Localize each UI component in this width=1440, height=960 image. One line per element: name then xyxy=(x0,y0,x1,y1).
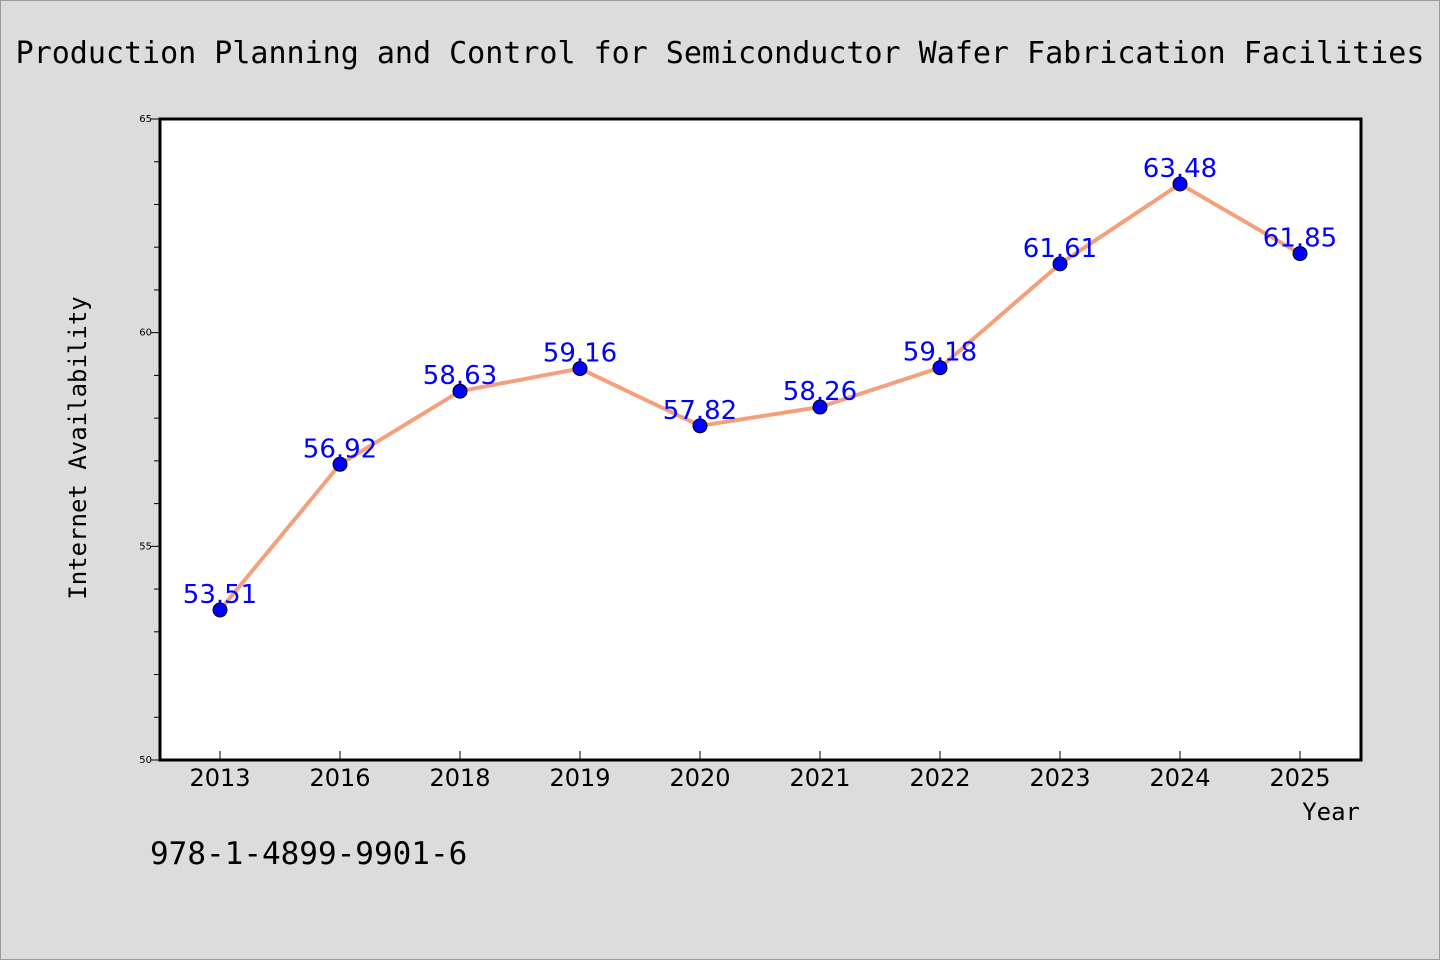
x-tick-label: 2016 xyxy=(309,764,370,792)
x-tick-label: 2022 xyxy=(909,764,970,792)
y-tick-label: 50 xyxy=(139,755,152,766)
x-tick-label: 2025 xyxy=(1269,764,1330,792)
x-tick-label: 2018 xyxy=(429,764,490,792)
y-tick-label: 60 xyxy=(139,328,152,339)
data-label: 61.61 xyxy=(1023,234,1097,264)
data-point xyxy=(932,360,948,376)
data-point xyxy=(212,602,228,618)
y-tick-label: 65 xyxy=(139,114,152,125)
x-tick-label: 2024 xyxy=(1149,764,1210,792)
data-label: 61.85 xyxy=(1263,224,1337,254)
x-axis-title: Year xyxy=(1302,798,1360,826)
isbn-text: 978-1-4899-9901-6 xyxy=(150,836,467,872)
plot-area xyxy=(158,117,1363,762)
data-label: 56.92 xyxy=(303,434,377,464)
x-tick-label: 2019 xyxy=(549,764,610,792)
y-axis: 50 55 60 65 xyxy=(139,114,160,766)
data-point xyxy=(572,361,588,377)
data-label: 59.16 xyxy=(543,339,617,369)
x-tick-label: 2013 xyxy=(189,764,250,792)
data-point xyxy=(1172,176,1188,192)
series-polyline xyxy=(218,181,1302,613)
data-label: 59.18 xyxy=(903,338,977,368)
data-labels: 53.51 56.92 58.63 59.16 57.82 58.26 59.18 61.61… xyxy=(183,154,1337,610)
data-label: 58.63 xyxy=(423,361,497,391)
data-label: 53.51 xyxy=(183,580,257,610)
data-label: 58.26 xyxy=(783,377,857,407)
x-tick-label: 2021 xyxy=(789,764,850,792)
x-tick-label: 2023 xyxy=(1029,764,1090,792)
y-tick-label: 55 xyxy=(139,541,152,552)
data-label: 57.82 xyxy=(663,396,737,426)
data-points xyxy=(212,176,1308,618)
x-tick-label: 2020 xyxy=(669,764,730,792)
data-point xyxy=(452,383,468,399)
data-point xyxy=(1052,256,1068,272)
data-point xyxy=(812,399,828,415)
data-point xyxy=(1292,246,1308,262)
data-point xyxy=(692,418,708,434)
data-point xyxy=(332,456,348,472)
y-axis-title: Internet Availability xyxy=(64,296,92,599)
data-label: 63.48 xyxy=(1143,154,1217,184)
chart-title: Production Planning and Control for Semi… xyxy=(16,36,1425,71)
series-line xyxy=(218,181,1302,613)
x-axis: 2013 2016 2018 2019 2020 2021 2022 2023 2024 2025 xyxy=(189,751,1331,792)
